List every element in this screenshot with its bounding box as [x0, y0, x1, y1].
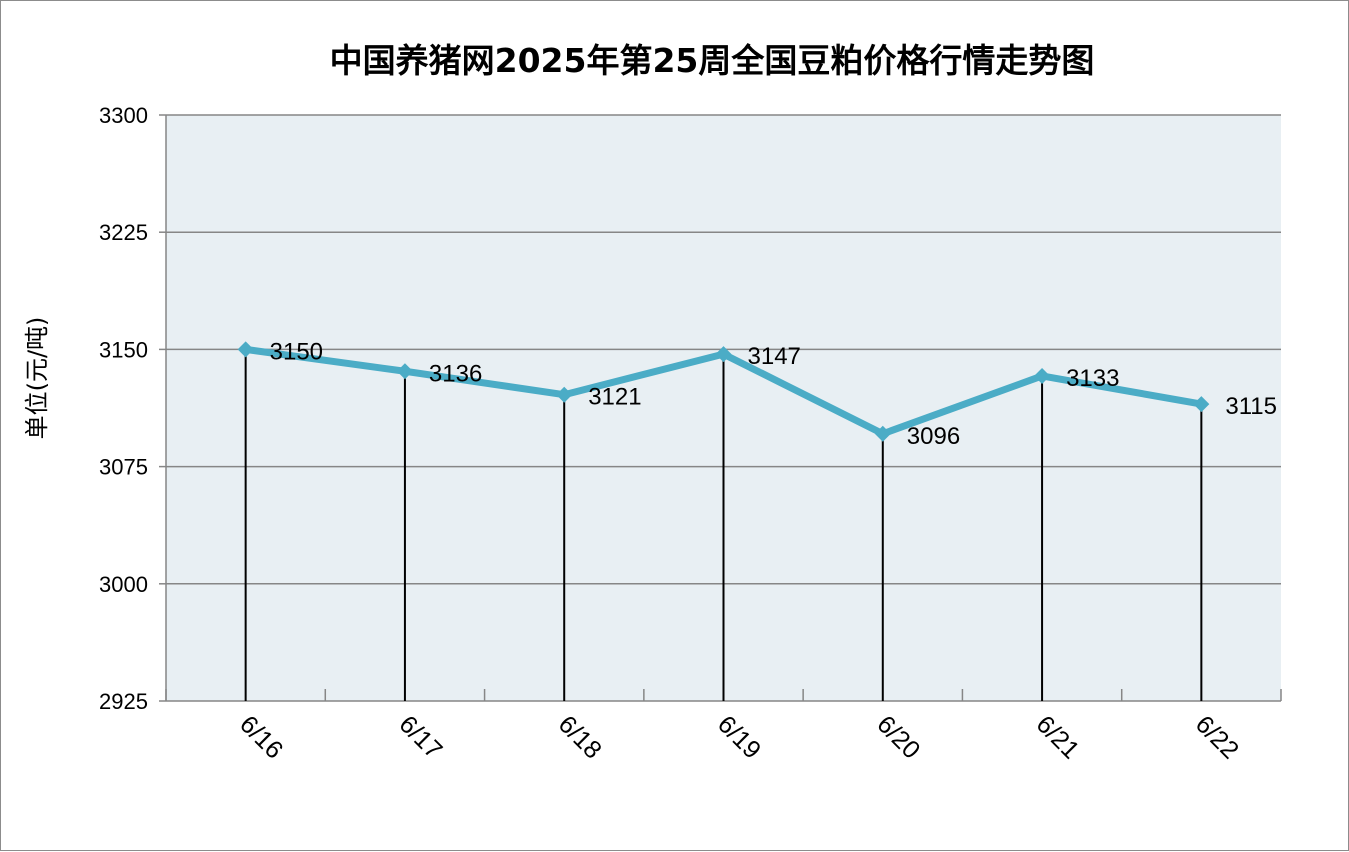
x-tick-label: 6/18 [553, 710, 607, 764]
y-tick-label: 3150 [99, 337, 148, 362]
data-label: 3136 [429, 360, 482, 387]
data-label: 3115 [1225, 393, 1277, 420]
y-tick-label: 3225 [99, 220, 148, 245]
data-point-marker [556, 386, 573, 403]
x-tick-label: 6/17 [393, 710, 447, 764]
x-tick-label: 6/16 [234, 710, 288, 764]
x-tick-label: 6/19 [712, 710, 766, 764]
x-tick-label: 6/22 [1190, 710, 1244, 764]
data-label: 3096 [907, 423, 960, 450]
y-tick-label: 2925 [99, 689, 148, 714]
data-point-marker [396, 363, 413, 380]
x-tick-label: 6/20 [871, 710, 925, 764]
y-axis-label: 单位(元/吨) [23, 317, 51, 440]
y-tick-label: 3075 [99, 455, 148, 480]
data-label: 3147 [748, 343, 801, 370]
x-tick-label: 6/21 [1031, 710, 1085, 764]
chart-title: 中国养猪网2025年第25周全国豆粕价格行情走势图 [330, 41, 1095, 80]
data-point-marker [715, 346, 732, 363]
y-tick-label: 3300 [99, 103, 148, 128]
plot-area: 2925 3000 3075 3150 3225 3300 3150 3136 3121 3147… [99, 103, 1282, 764]
data-label: 3150 [270, 338, 323, 365]
data-point-marker [874, 425, 891, 442]
data-label: 3133 [1066, 365, 1119, 392]
data-point-marker [237, 341, 254, 358]
data-point-marker [1034, 367, 1051, 384]
y-tick-label: 3000 [99, 572, 148, 597]
data-label: 3121 [588, 384, 641, 411]
data-point-marker [1193, 396, 1210, 413]
